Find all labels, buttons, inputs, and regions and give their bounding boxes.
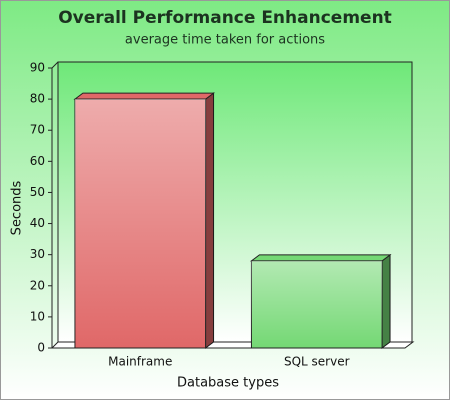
y-tick-label: 20	[30, 278, 45, 292]
x-tick-label: SQL server	[284, 355, 350, 369]
bar-top	[249, 254, 392, 262]
bar-top	[73, 92, 216, 100]
axis-edge	[51, 61, 59, 69]
y-tick-label: 80	[30, 92, 45, 106]
bar-side-shade	[382, 254, 391, 348]
y-tick-label: 40	[30, 216, 45, 230]
chart-subtitle: average time taken for actions	[125, 33, 325, 48]
bar-side-shade	[205, 93, 214, 348]
x-axis-title: Database types	[177, 376, 279, 391]
y-tick-label: 70	[30, 123, 45, 137]
y-tick-label: 10	[30, 309, 45, 323]
bar	[74, 98, 207, 349]
y-tick-label: 50	[30, 185, 45, 199]
x-tick-label: Mainframe	[108, 355, 172, 369]
bar	[250, 260, 383, 349]
y-axis-title: Seconds	[10, 180, 25, 235]
y-tick-label: 60	[30, 154, 45, 168]
y-tick-label: 90	[30, 61, 45, 75]
chart-title: Overall Performance Enhancement	[58, 8, 392, 28]
y-tick-label: 30	[30, 247, 45, 261]
y-tick-label: 0	[37, 341, 45, 355]
